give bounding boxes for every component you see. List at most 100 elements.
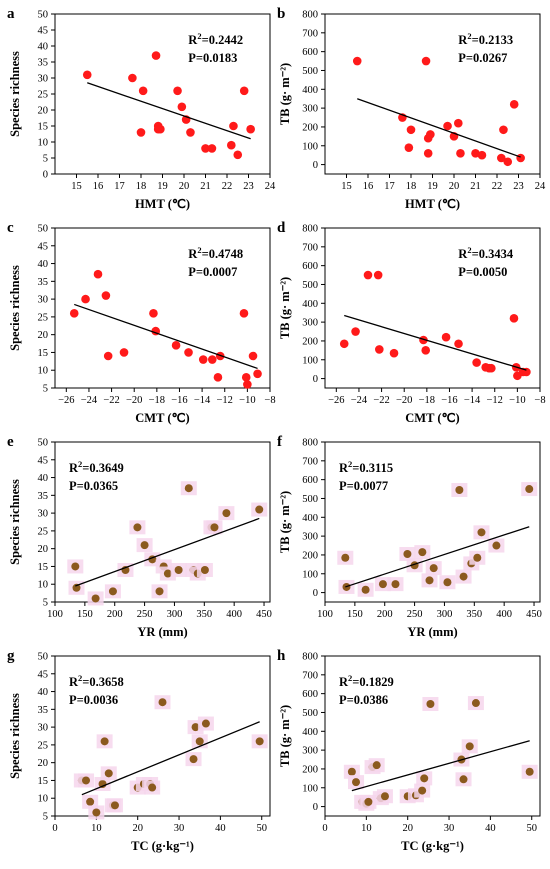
data-point bbox=[364, 797, 373, 806]
x-tick-label: 40 bbox=[485, 823, 496, 834]
panel-letter: d bbox=[277, 220, 286, 236]
data-point bbox=[191, 723, 200, 732]
data-point bbox=[516, 153, 525, 163]
panel-a: a 15 16 17 18 19 20 21 22 23 24 0 5 10 15 20 25 30 35 40 45 5… bbox=[7, 6, 276, 211]
panel-b: b 15 16 17 18 19 20 21 22 23 24 0 100 200 300 400 500 600… bbox=[277, 6, 546, 211]
y-axis-label: TB (g· m⁻²) bbox=[278, 491, 292, 553]
p-value-label: P=0.0036 bbox=[69, 693, 118, 707]
y-tick-label: 5 bbox=[43, 598, 48, 609]
r-squared-label: R2=0.2133 bbox=[458, 31, 513, 47]
data-point bbox=[173, 86, 182, 96]
data-point bbox=[373, 270, 383, 280]
data-point bbox=[499, 125, 508, 135]
data-point bbox=[418, 548, 427, 557]
x-tick-label: −16 bbox=[441, 395, 457, 406]
data-point bbox=[174, 566, 183, 574]
y-tick-label: 40 bbox=[38, 473, 49, 484]
y-tick-label: 700 bbox=[302, 242, 318, 253]
data-point bbox=[509, 100, 519, 109]
x-tick-label: 18 bbox=[136, 181, 147, 192]
data-point bbox=[255, 737, 264, 746]
y-tick-label: 5 bbox=[43, 812, 48, 823]
y-axis-label: Species richness bbox=[8, 265, 22, 351]
p-value-label: P=0.0077 bbox=[339, 479, 388, 493]
data-point bbox=[347, 767, 356, 776]
p-value-label: P=0.0386 bbox=[339, 693, 388, 707]
data-point bbox=[103, 351, 113, 361]
y-axis-label: Species richness bbox=[8, 479, 22, 565]
y-tick-label: 400 bbox=[302, 727, 318, 738]
data-point bbox=[351, 327, 360, 336]
x-tick-label: 50 bbox=[526, 823, 537, 834]
data-point bbox=[186, 128, 195, 137]
y-tick-label: 40 bbox=[38, 42, 49, 53]
r-squared-label: R2=0.3115 bbox=[339, 459, 393, 475]
y-tick-label: 15 bbox=[38, 122, 49, 133]
x-tick-label: −12 bbox=[487, 395, 503, 406]
x-tick-label: −8 bbox=[264, 395, 275, 406]
x-tick-label: 100 bbox=[317, 609, 333, 620]
data-point bbox=[69, 309, 79, 318]
data-point bbox=[525, 485, 534, 494]
regression-line bbox=[357, 98, 521, 158]
x-tick-label: 400 bbox=[226, 609, 242, 620]
y-tick-label: 700 bbox=[302, 456, 318, 467]
data-point bbox=[443, 121, 452, 131]
data-point bbox=[82, 70, 92, 80]
data-point bbox=[425, 576, 434, 585]
p-value-label: P=0.0267 bbox=[458, 51, 507, 65]
data-point bbox=[119, 348, 129, 357]
plot-frame bbox=[324, 441, 541, 603]
y-tick-label: 0 bbox=[313, 160, 318, 171]
r-squared-label: R2=0.4748 bbox=[188, 245, 243, 261]
y-tick-label: 400 bbox=[302, 85, 318, 96]
data-point bbox=[341, 553, 350, 562]
data-point bbox=[455, 486, 464, 494]
data-point bbox=[471, 699, 480, 708]
x-axis-label: TC (g·kg⁻¹) bbox=[131, 839, 194, 853]
data-point bbox=[389, 348, 399, 358]
data-point bbox=[241, 373, 251, 382]
y-tick-label: 0 bbox=[313, 802, 318, 813]
y-tick-label: 15 bbox=[38, 348, 49, 359]
data-point bbox=[136, 128, 146, 137]
x-tick-label: 150 bbox=[347, 609, 363, 620]
x-tick-label: 250 bbox=[137, 609, 153, 620]
data-point bbox=[248, 351, 258, 361]
data-point bbox=[128, 73, 137, 83]
y-tick-label: 10 bbox=[38, 138, 49, 149]
x-axis-label: CMT (℃) bbox=[405, 411, 459, 425]
x-tick-label: 0 bbox=[322, 823, 327, 834]
data-point bbox=[472, 358, 481, 367]
y-tick-label: 800 bbox=[302, 652, 318, 663]
p-value-label: P=0.0050 bbox=[458, 265, 507, 279]
y-tick-label: 500 bbox=[302, 66, 318, 77]
data-point bbox=[156, 124, 165, 134]
y-tick-label: 20 bbox=[38, 544, 49, 555]
x-tick-label: −10 bbox=[509, 395, 525, 406]
data-point bbox=[339, 339, 349, 349]
data-point bbox=[509, 314, 519, 323]
data-point bbox=[420, 774, 429, 783]
p-value-label: P=0.0007 bbox=[188, 265, 237, 279]
data-point bbox=[352, 778, 361, 787]
y-tick-label: 50 bbox=[38, 10, 49, 21]
y-axis-label: TB (g· m⁻²) bbox=[278, 705, 292, 767]
x-tick-label: 18 bbox=[406, 181, 417, 192]
data-point bbox=[372, 761, 381, 770]
data-point bbox=[423, 148, 433, 158]
x-tick-label: 400 bbox=[496, 609, 512, 620]
data-point bbox=[421, 346, 431, 355]
y-tick-label: 200 bbox=[302, 764, 318, 775]
data-point bbox=[177, 102, 187, 112]
data-point bbox=[140, 541, 149, 550]
panel-f: f 100 150 200 250 300 350 400 450 0 100 200 300 400 50… bbox=[277, 434, 542, 639]
data-point bbox=[525, 767, 534, 776]
y-tick-label: 500 bbox=[302, 494, 318, 505]
x-tick-label: 0 bbox=[52, 823, 57, 834]
x-tick-label: 16 bbox=[363, 181, 374, 192]
p-value-label: P=0.0365 bbox=[69, 479, 118, 493]
y-tick-label: 25 bbox=[38, 312, 49, 323]
data-point bbox=[465, 742, 474, 751]
data-point bbox=[207, 355, 217, 364]
